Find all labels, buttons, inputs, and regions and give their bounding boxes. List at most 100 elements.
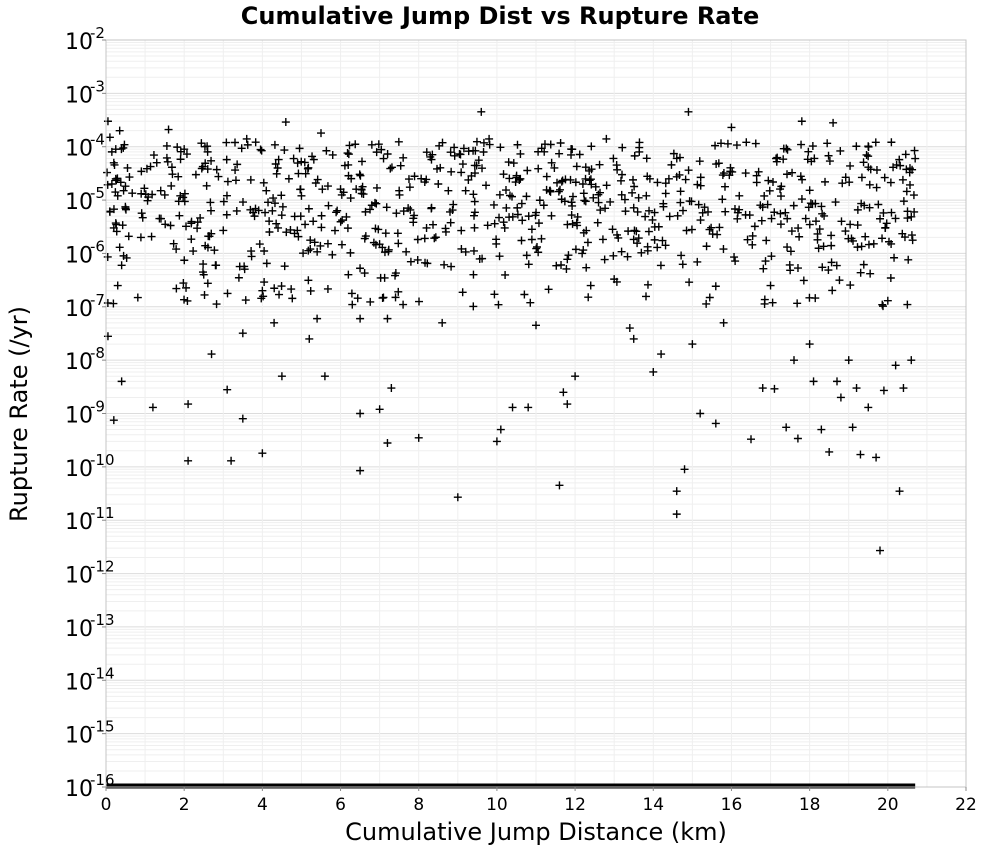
data-point — [429, 220, 438, 229]
data-point — [579, 246, 588, 255]
data-point — [537, 234, 546, 243]
data-point — [262, 186, 271, 195]
data-point — [568, 219, 577, 228]
data-point — [587, 165, 596, 174]
data-point — [865, 203, 874, 212]
data-point — [556, 185, 565, 194]
data-point — [602, 134, 611, 143]
data-point — [537, 144, 546, 153]
data-point — [825, 447, 834, 456]
data-point — [546, 186, 555, 195]
data-point — [846, 220, 855, 229]
data-point — [122, 253, 131, 262]
data-point — [207, 156, 216, 165]
data-point — [808, 200, 817, 209]
data-point — [423, 259, 432, 268]
data-point — [526, 298, 535, 307]
data-point — [313, 247, 322, 256]
data-point — [760, 295, 769, 304]
data-point — [246, 175, 255, 184]
data-point — [351, 140, 360, 149]
data-point — [137, 189, 146, 198]
data-point — [277, 372, 286, 381]
data-point — [794, 224, 803, 233]
data-point — [344, 150, 353, 159]
data-point — [705, 225, 714, 234]
data-point — [446, 148, 455, 157]
data-point — [162, 153, 171, 162]
data-point — [874, 200, 883, 209]
data-point — [163, 157, 172, 166]
data-point — [687, 197, 696, 206]
data-point — [206, 198, 215, 207]
data-point — [231, 176, 240, 185]
data-point — [617, 190, 626, 199]
data-point — [172, 284, 181, 293]
data-point — [448, 206, 457, 215]
y-tick-base: 10 — [65, 670, 93, 695]
x-axis-label: Cumulative Jump Distance (km) — [345, 818, 727, 846]
data-point — [634, 193, 643, 202]
data-point — [571, 372, 580, 381]
data-point — [633, 207, 642, 216]
data-point — [293, 159, 302, 168]
data-point — [761, 257, 770, 266]
data-point — [458, 160, 467, 169]
data-point — [560, 197, 569, 206]
data-point — [672, 172, 681, 181]
data-point — [602, 181, 611, 190]
data-point — [137, 209, 146, 218]
data-point — [306, 236, 315, 245]
data-point — [883, 296, 892, 305]
data-point — [383, 438, 392, 447]
data-point — [184, 456, 193, 465]
data-point — [249, 208, 258, 217]
data-point — [841, 227, 850, 236]
data-point — [628, 188, 637, 197]
data-point — [207, 229, 216, 238]
data-point — [396, 161, 405, 170]
y-tick-base: 10 — [65, 243, 93, 268]
data-point — [517, 199, 526, 208]
data-point — [575, 150, 584, 159]
data-point — [882, 219, 891, 228]
data-point — [342, 212, 351, 221]
data-point — [727, 123, 736, 132]
data-point — [527, 235, 536, 244]
data-point — [113, 281, 122, 290]
data-point — [781, 208, 790, 217]
data-point — [438, 138, 447, 147]
data-point — [212, 261, 221, 270]
data-point — [905, 164, 914, 173]
data-point — [654, 222, 663, 231]
data-point — [837, 217, 846, 226]
data-point — [600, 255, 609, 264]
data-point — [469, 246, 478, 255]
data-point — [884, 237, 893, 246]
data-point — [719, 245, 728, 254]
data-point — [642, 154, 651, 163]
data-point — [582, 263, 591, 272]
data-point — [461, 247, 470, 256]
data-point — [212, 165, 221, 174]
data-point — [579, 228, 588, 237]
data-point — [270, 318, 279, 327]
data-point — [269, 194, 278, 203]
x-axis-ticks: 0 2 4 6 8 10 12 14 16 18 20 22 — [101, 787, 977, 815]
data-point — [859, 260, 868, 269]
data-point — [105, 207, 114, 216]
data-point — [846, 281, 855, 290]
data-point — [366, 297, 375, 306]
data-point — [238, 329, 247, 338]
data-point — [864, 152, 873, 161]
data-point — [383, 314, 392, 323]
data-point — [869, 239, 878, 248]
data-point — [555, 149, 564, 158]
data-point — [123, 163, 132, 172]
data-point — [835, 276, 844, 285]
y-tick-base: 10 — [65, 457, 93, 482]
data-point — [542, 172, 551, 181]
data-point — [852, 384, 861, 393]
data-point — [284, 174, 293, 183]
